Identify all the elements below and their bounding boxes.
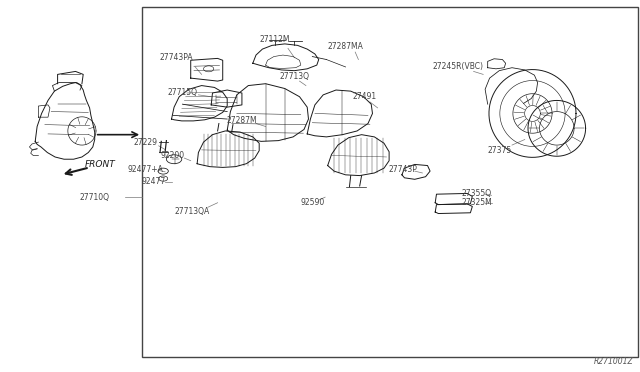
Text: 27355Q: 27355Q (461, 189, 492, 198)
Text: 92477+A: 92477+A (128, 165, 164, 174)
Text: FRONT: FRONT (85, 160, 116, 169)
Text: 27710Q: 27710Q (80, 193, 109, 202)
Text: 27229: 27229 (134, 138, 158, 147)
Text: 92477: 92477 (141, 177, 166, 186)
Text: R271001Z: R271001Z (594, 357, 634, 366)
Text: 27743PA: 27743PA (159, 53, 193, 62)
Text: 27715Q: 27715Q (168, 89, 197, 97)
Text: 27245R(VBC): 27245R(VBC) (432, 62, 483, 71)
Text: 27743P: 27743P (388, 165, 418, 174)
Text: 92200: 92200 (161, 151, 185, 160)
Text: 27287M: 27287M (227, 116, 257, 125)
Text: 27287MA: 27287MA (328, 42, 364, 51)
Text: 27325M: 27325M (461, 198, 492, 207)
Text: 27713QA: 27713QA (174, 207, 210, 216)
Bar (142, 7, 638, 357)
Text: 27375: 27375 (487, 146, 511, 155)
Text: 92590: 92590 (300, 198, 324, 207)
Text: 27713Q: 27713Q (280, 72, 309, 81)
Text: 27491: 27491 (353, 92, 377, 101)
Text: 27112M: 27112M (260, 35, 291, 44)
